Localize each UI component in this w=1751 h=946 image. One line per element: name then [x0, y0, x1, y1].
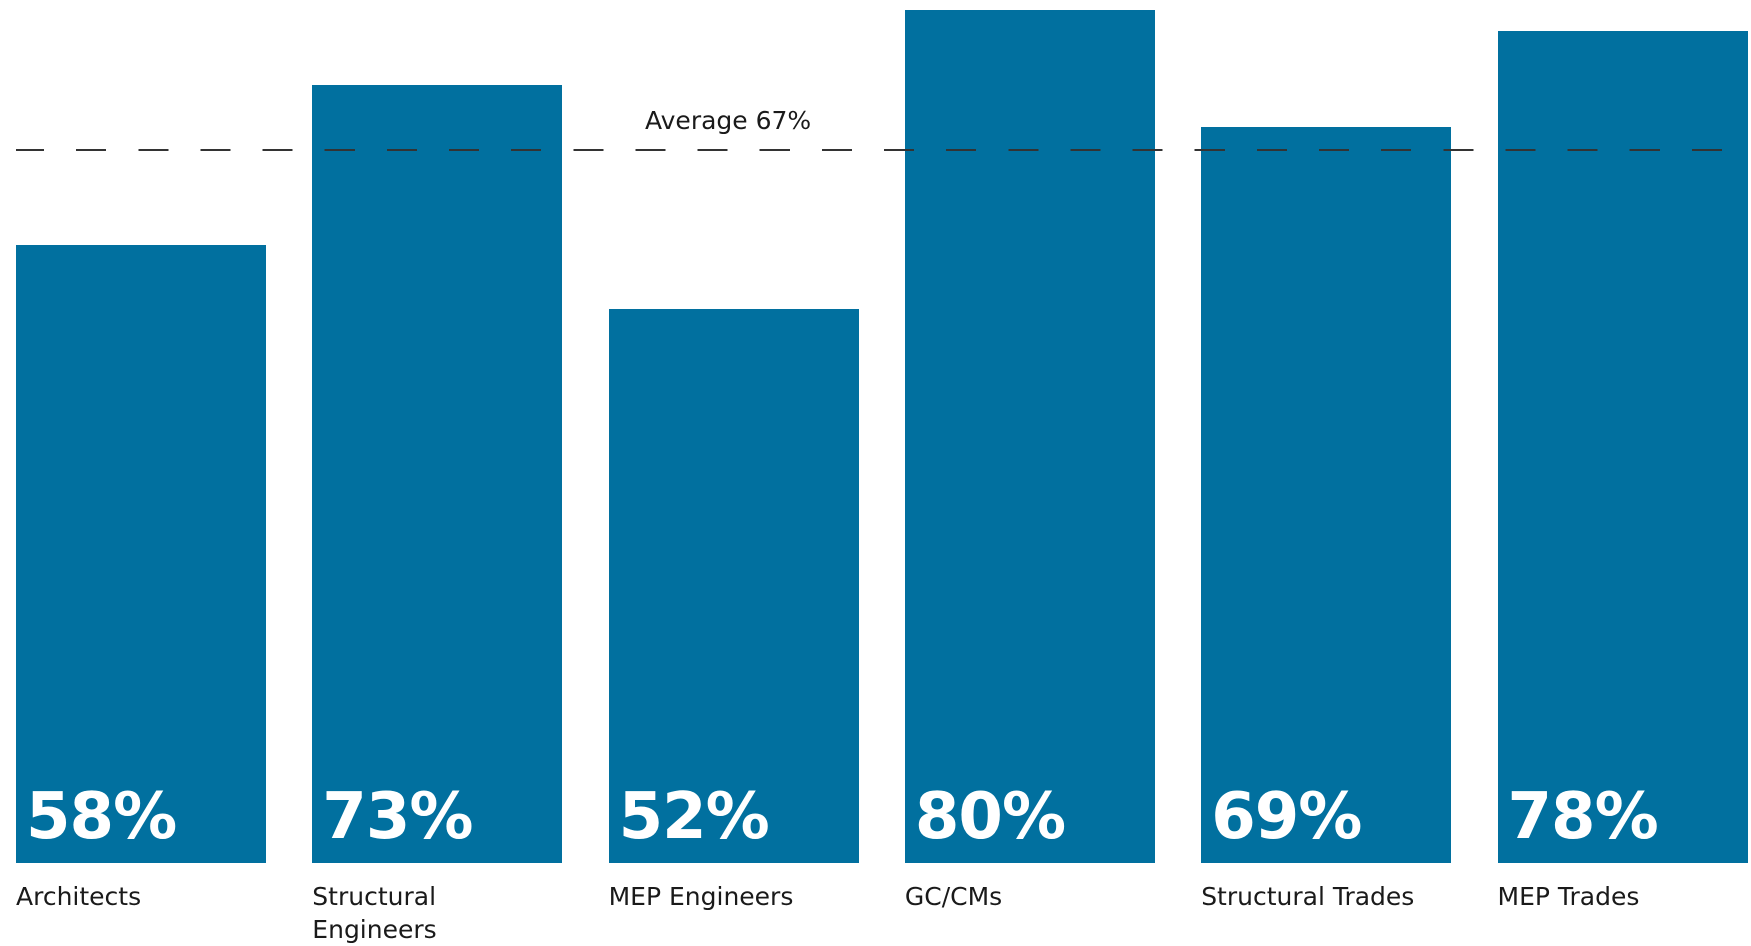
category-label: Structural Trades [1201, 882, 1415, 911]
bar-value-label: 78% [1507, 780, 1659, 854]
bar-value-label: 52% [618, 780, 770, 854]
bar-value-label: 69% [1211, 780, 1362, 854]
bar-2 [608, 308, 859, 863]
bar-3 [904, 10, 1155, 863]
bar-0 [16, 244, 266, 863]
bar-value-label: 73% [322, 780, 473, 854]
average-label: Average 67% [645, 105, 812, 135]
bar-value-label: 58% [26, 780, 177, 854]
category-label: GC/CMs [904, 882, 1003, 911]
bar-value-label: 80% [914, 780, 1066, 854]
average-line [16, 148, 1751, 151]
bar-4 [1201, 127, 1452, 863]
category-label: MEP Trades [1497, 882, 1640, 911]
bar-5 [1497, 31, 1748, 863]
category-label: Structural Engineers [312, 882, 437, 944]
category-label: MEP Engineers [608, 882, 794, 911]
category-label: Architects [16, 882, 142, 911]
bar-1 [312, 84, 563, 863]
